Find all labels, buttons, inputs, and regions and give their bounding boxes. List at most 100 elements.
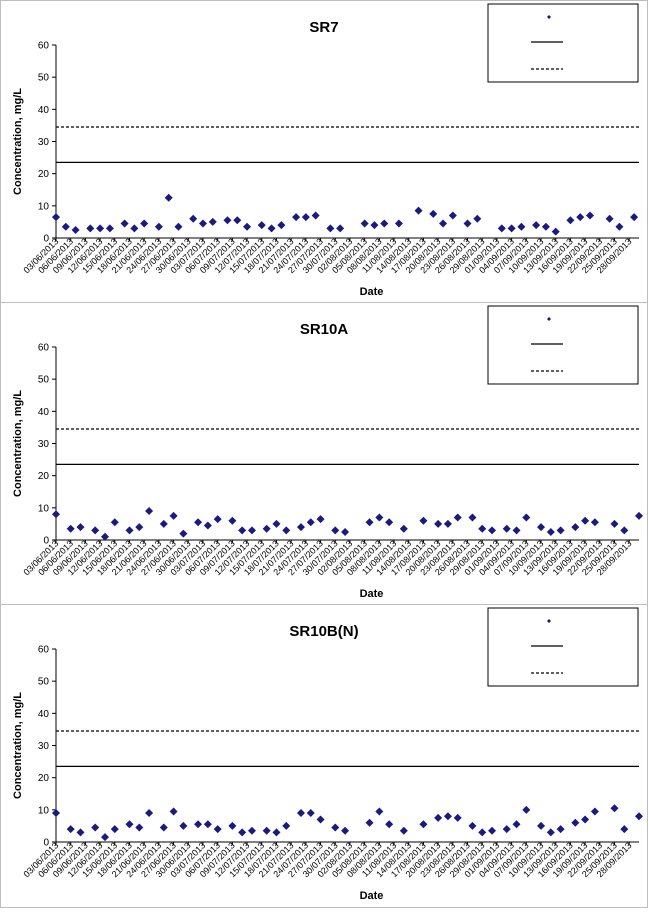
x-axis-label: Date — [360, 588, 384, 600]
y-tick-label: 40 — [38, 105, 50, 116]
data-point — [272, 519, 281, 528]
data-point — [341, 527, 350, 536]
data-point — [365, 518, 374, 527]
data-point — [522, 513, 531, 522]
data-point — [551, 227, 560, 236]
data-point — [282, 526, 291, 535]
data-point — [203, 521, 212, 530]
data-point — [620, 526, 629, 535]
data-point — [590, 807, 599, 816]
data-point — [238, 526, 247, 535]
legend-box — [487, 607, 639, 687]
data-point — [213, 515, 222, 524]
data-point — [453, 813, 462, 822]
data-point — [120, 219, 129, 228]
chart-sr7: SR7010203040506003/06/201306/06/201309/0… — [12, 3, 639, 298]
data-point — [478, 828, 487, 837]
legend — [487, 3, 639, 83]
y-tick-label: 0 — [43, 536, 49, 547]
data-point — [105, 224, 114, 233]
legend-marker — [547, 317, 551, 321]
data-point — [571, 523, 580, 532]
data-point — [301, 213, 310, 222]
data-point — [556, 526, 565, 535]
data-point — [473, 214, 482, 223]
data-point — [394, 219, 403, 228]
legend — [487, 305, 639, 385]
data-point — [443, 519, 452, 528]
data-point — [135, 523, 144, 532]
data-point — [228, 516, 237, 525]
legend-box — [487, 3, 639, 83]
data-point — [522, 805, 531, 814]
y-axis-label: Concentration, mg/L — [12, 692, 24, 799]
data-point — [228, 821, 237, 830]
data-point — [52, 809, 60, 818]
y-tick-label: 30 — [38, 439, 50, 450]
data-point — [586, 211, 595, 220]
data-point — [272, 828, 281, 837]
data-point — [179, 529, 188, 538]
chart-panel-sr10bn: SR10B(N) 0 10 20 30 40 50 60 03/06/2013 06/06/201… — [0, 604, 648, 908]
data-point — [620, 825, 629, 834]
data-point — [135, 823, 144, 832]
data-point — [439, 219, 448, 228]
data-point — [419, 516, 428, 525]
data-point — [91, 526, 100, 535]
data-point — [194, 518, 203, 527]
data-point — [61, 222, 70, 231]
data-point — [311, 211, 320, 220]
data-point — [581, 815, 590, 824]
data-point — [282, 821, 291, 830]
data-point — [316, 515, 325, 524]
y-tick-label: 30 — [38, 741, 50, 752]
data-point — [385, 820, 394, 829]
y-tick-label: 60 — [38, 41, 50, 52]
data-point — [380, 219, 389, 228]
data-point — [194, 820, 203, 829]
data-point — [541, 222, 550, 231]
data-point — [497, 224, 506, 233]
data-point — [448, 211, 457, 220]
data-point — [179, 821, 188, 830]
data-point — [434, 519, 443, 528]
y-tick-label: 0 — [43, 234, 49, 245]
data-point — [208, 217, 217, 226]
y-axis-label: Concentration, mg/L — [12, 390, 24, 497]
x-axis-label: Date — [360, 286, 384, 298]
data-point — [502, 524, 511, 533]
data-point — [110, 518, 119, 527]
data-point — [223, 216, 232, 225]
data-point — [100, 833, 109, 842]
data-point — [581, 516, 590, 525]
data-point — [360, 219, 369, 228]
data-point — [96, 224, 105, 233]
data-point — [468, 821, 477, 830]
data-point — [76, 828, 85, 837]
data-point — [532, 221, 541, 230]
data-point — [159, 823, 168, 832]
chart-title: SR7 — [309, 19, 338, 36]
data-point — [306, 809, 315, 818]
data-point — [198, 219, 207, 228]
data-point — [478, 524, 487, 533]
data-point — [590, 518, 599, 527]
data-point — [100, 532, 109, 541]
data-point — [419, 820, 428, 829]
data-point — [341, 826, 350, 835]
y-tick-label: 20 — [38, 169, 50, 180]
chart-title: SR10B(N) — [289, 623, 358, 640]
data-point — [140, 219, 149, 228]
data-point — [316, 815, 325, 824]
data-point — [66, 524, 75, 533]
data-point — [203, 820, 212, 829]
data-point — [610, 519, 619, 528]
data-point — [512, 820, 521, 829]
data-point — [375, 513, 384, 522]
data-point — [213, 825, 222, 834]
data-point — [243, 222, 252, 231]
legend-box — [487, 305, 639, 385]
data-point — [76, 523, 85, 532]
data-point — [125, 820, 134, 829]
y-tick-label: 0 — [43, 838, 49, 849]
